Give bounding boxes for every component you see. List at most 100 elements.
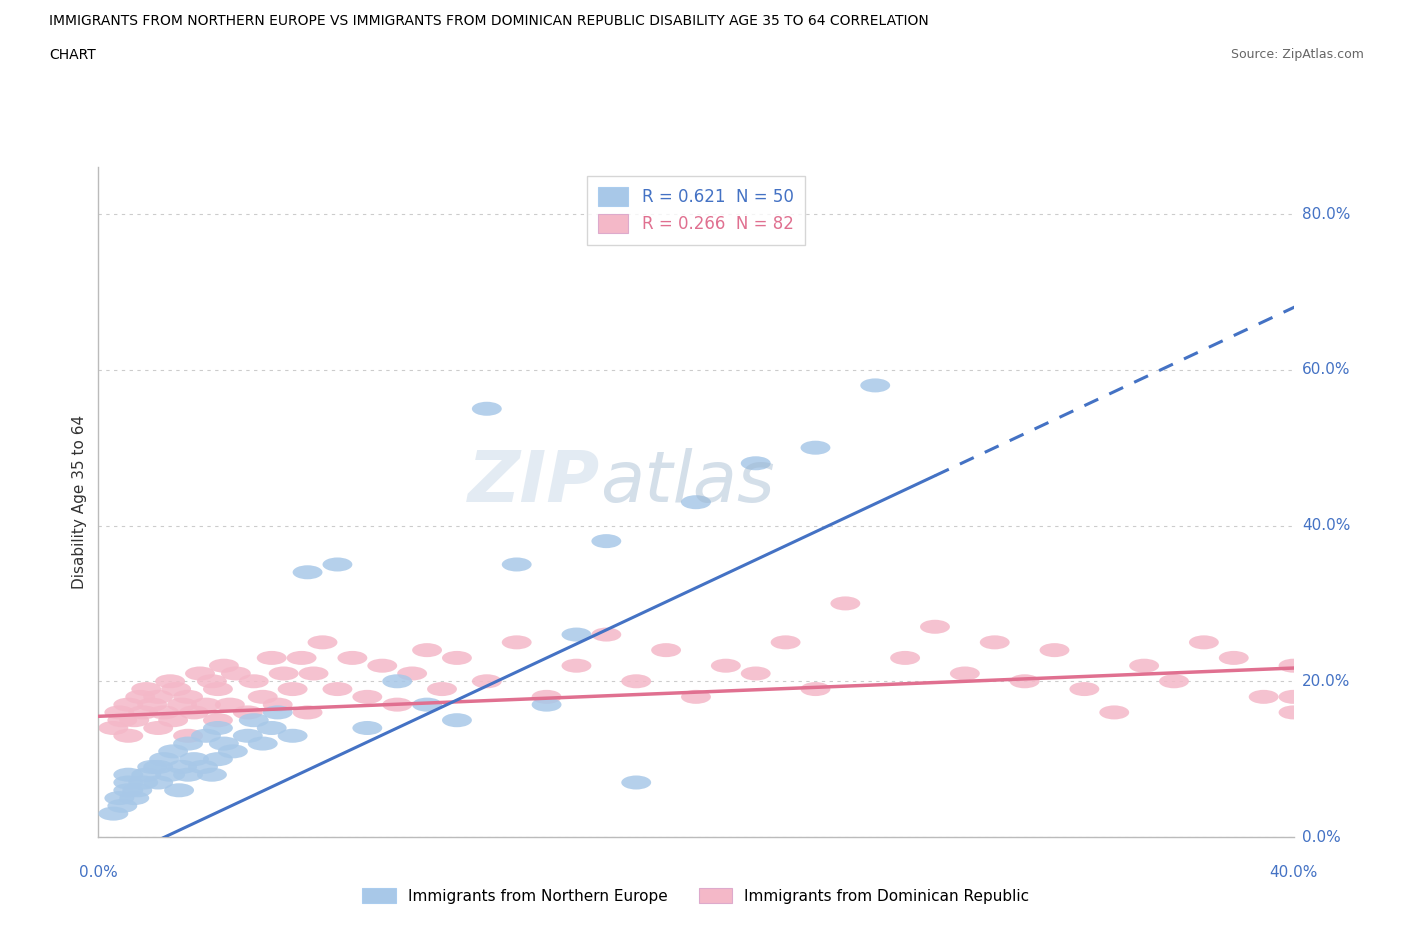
Ellipse shape (143, 690, 173, 704)
Ellipse shape (741, 667, 770, 681)
Ellipse shape (263, 698, 292, 711)
Ellipse shape (247, 690, 278, 704)
Ellipse shape (263, 706, 292, 720)
Ellipse shape (107, 713, 138, 727)
Ellipse shape (239, 674, 269, 688)
Ellipse shape (1398, 667, 1406, 681)
Ellipse shape (681, 690, 711, 704)
Ellipse shape (215, 698, 245, 711)
Ellipse shape (233, 729, 263, 743)
Ellipse shape (800, 682, 831, 696)
Ellipse shape (191, 729, 221, 743)
Ellipse shape (561, 658, 592, 672)
Ellipse shape (427, 682, 457, 696)
Text: 80.0%: 80.0% (1302, 206, 1350, 221)
Ellipse shape (621, 674, 651, 688)
Ellipse shape (125, 690, 155, 704)
Text: atlas: atlas (600, 447, 775, 516)
Ellipse shape (651, 644, 681, 658)
Ellipse shape (202, 752, 233, 766)
Ellipse shape (308, 635, 337, 649)
Ellipse shape (197, 767, 226, 782)
Ellipse shape (167, 698, 197, 711)
Ellipse shape (1189, 635, 1219, 649)
Ellipse shape (287, 651, 316, 665)
Ellipse shape (173, 729, 202, 743)
Ellipse shape (191, 698, 221, 711)
Ellipse shape (950, 667, 980, 681)
Ellipse shape (202, 713, 233, 727)
Ellipse shape (269, 667, 298, 681)
Ellipse shape (104, 791, 135, 805)
Ellipse shape (131, 682, 162, 696)
Ellipse shape (1129, 658, 1159, 672)
Ellipse shape (114, 767, 143, 782)
Ellipse shape (131, 767, 162, 782)
Ellipse shape (155, 674, 186, 688)
Ellipse shape (741, 457, 770, 471)
Ellipse shape (1039, 644, 1070, 658)
Ellipse shape (120, 791, 149, 805)
Ellipse shape (155, 767, 186, 782)
Ellipse shape (257, 651, 287, 665)
Ellipse shape (1070, 682, 1099, 696)
Ellipse shape (188, 760, 218, 774)
Ellipse shape (1278, 690, 1309, 704)
Ellipse shape (298, 667, 329, 681)
Legend: Immigrants from Northern Europe, Immigrants from Dominican Republic: Immigrants from Northern Europe, Immigra… (356, 882, 1036, 910)
Ellipse shape (239, 713, 269, 727)
Ellipse shape (114, 729, 143, 743)
Ellipse shape (128, 776, 159, 790)
Ellipse shape (114, 776, 143, 790)
Ellipse shape (209, 737, 239, 751)
Ellipse shape (382, 698, 412, 711)
Ellipse shape (98, 806, 128, 820)
Text: ZIP: ZIP (468, 447, 600, 516)
Ellipse shape (98, 721, 128, 735)
Ellipse shape (502, 635, 531, 649)
Ellipse shape (920, 619, 950, 633)
Ellipse shape (221, 667, 250, 681)
Ellipse shape (1099, 706, 1129, 720)
Ellipse shape (770, 635, 800, 649)
Ellipse shape (143, 760, 173, 774)
Ellipse shape (441, 713, 472, 727)
Ellipse shape (1309, 635, 1339, 649)
Ellipse shape (114, 698, 143, 711)
Ellipse shape (1249, 690, 1278, 704)
Ellipse shape (382, 674, 412, 688)
Ellipse shape (398, 667, 427, 681)
Ellipse shape (122, 783, 152, 797)
Ellipse shape (890, 651, 920, 665)
Ellipse shape (159, 713, 188, 727)
Text: 20.0%: 20.0% (1302, 673, 1350, 689)
Text: 40.0%: 40.0% (1302, 518, 1350, 533)
Ellipse shape (472, 674, 502, 688)
Text: 0.0%: 0.0% (1302, 830, 1340, 844)
Ellipse shape (621, 776, 651, 790)
Ellipse shape (173, 767, 202, 782)
Ellipse shape (1339, 581, 1368, 595)
Ellipse shape (1010, 674, 1039, 688)
Ellipse shape (353, 690, 382, 704)
Ellipse shape (472, 402, 502, 416)
Ellipse shape (257, 721, 287, 735)
Ellipse shape (165, 783, 194, 797)
Ellipse shape (233, 706, 263, 720)
Text: 60.0%: 60.0% (1302, 363, 1350, 378)
Ellipse shape (1159, 674, 1189, 688)
Ellipse shape (209, 658, 239, 672)
Ellipse shape (197, 674, 226, 688)
Ellipse shape (502, 557, 531, 572)
Text: CHART: CHART (49, 48, 96, 62)
Ellipse shape (592, 534, 621, 548)
Ellipse shape (104, 706, 135, 720)
Ellipse shape (412, 698, 441, 711)
Ellipse shape (292, 565, 322, 579)
Ellipse shape (143, 776, 173, 790)
Ellipse shape (149, 752, 179, 766)
Ellipse shape (322, 557, 353, 572)
Ellipse shape (353, 721, 382, 735)
Ellipse shape (173, 690, 202, 704)
Ellipse shape (292, 706, 322, 720)
